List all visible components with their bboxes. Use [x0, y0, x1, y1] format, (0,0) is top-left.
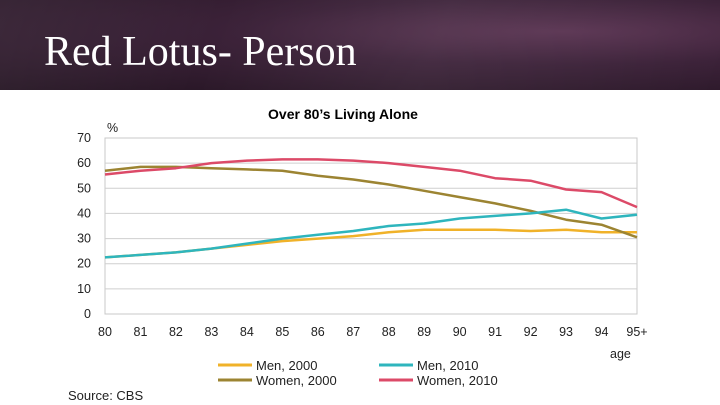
x-axis: 80 81 82 83 84 85 86 87 88 89 90 91 92 93 94 95+ — [98, 325, 648, 339]
gridlines — [105, 162, 637, 290]
y-tick-label: 20 — [77, 257, 91, 271]
y-tick-label: 60 — [77, 156, 91, 170]
x-tick-label: 86 — [311, 325, 325, 339]
x-tick-label: 81 — [134, 325, 148, 339]
x-tick-label: 82 — [169, 325, 183, 339]
series-line-3 — [104, 208, 638, 259]
series-line-2 — [104, 165, 638, 239]
legend-label: Women, 2000 — [256, 373, 337, 388]
y-tick-label: 0 — [84, 307, 91, 321]
legend-label: Men, 2010 — [417, 358, 478, 373]
slide-title: Red Lotus- Person — [44, 29, 357, 75]
x-tick-label: 89 — [417, 325, 431, 339]
y-tick-label: 50 — [77, 181, 91, 195]
legend: Men, 2000 Men, 2010 Women, 2000 Women, 2010 — [218, 358, 498, 388]
chart-title: Over 80’s Living Alone — [268, 106, 418, 122]
y-tick-label: 10 — [77, 282, 91, 296]
x-tick-label: 95+ — [626, 325, 647, 339]
line-chart: Over 80’s Living Alone % 0 10 20 30 40 50 60 70… — [68, 106, 648, 403]
title-banner: Red Lotus- Person — [0, 0, 720, 90]
source-note: Source: CBS — [68, 388, 143, 403]
x-tick-label: 80 — [98, 325, 112, 339]
x-tick-label: 92 — [524, 325, 538, 339]
x-tick-label: 87 — [346, 325, 360, 339]
x-tick-label: 88 — [382, 325, 396, 339]
x-tick-label: 83 — [204, 325, 218, 339]
y-tick-label: 70 — [77, 131, 91, 145]
y-tick-label: 40 — [77, 206, 91, 220]
x-tick-label: 85 — [275, 325, 289, 339]
x-tick-label: 91 — [488, 325, 502, 339]
x-tick-label: 90 — [453, 325, 467, 339]
y-axis: 0 10 20 30 40 50 60 70 — [77, 131, 91, 321]
x-tick-label: 93 — [559, 325, 573, 339]
plot-area — [104, 137, 638, 315]
x-tick-label: 94 — [595, 325, 609, 339]
series-lines — [104, 158, 638, 259]
y-tick-label: 30 — [77, 232, 91, 246]
x-axis-label: age — [610, 347, 631, 361]
x-tick-label: 84 — [240, 325, 254, 339]
legend-label: Men, 2000 — [256, 358, 317, 373]
y-axis-label: % — [107, 121, 118, 135]
series-line-4 — [104, 158, 638, 209]
legend-label: Women, 2010 — [417, 373, 498, 388]
